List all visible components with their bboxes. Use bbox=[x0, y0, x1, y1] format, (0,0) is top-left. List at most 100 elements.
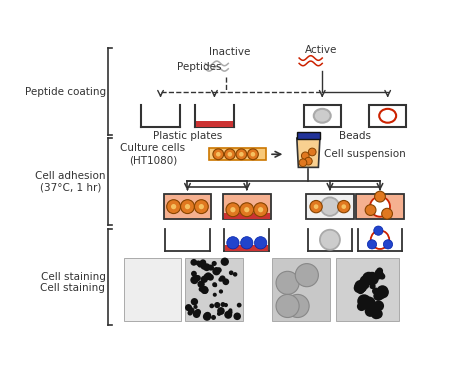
Circle shape bbox=[204, 312, 211, 319]
Circle shape bbox=[220, 258, 229, 266]
Circle shape bbox=[201, 286, 209, 294]
Circle shape bbox=[211, 261, 217, 266]
Circle shape bbox=[244, 207, 249, 212]
Circle shape bbox=[195, 309, 201, 315]
Circle shape bbox=[304, 158, 312, 165]
Ellipse shape bbox=[379, 109, 396, 123]
Circle shape bbox=[360, 276, 371, 286]
Circle shape bbox=[226, 203, 240, 217]
Circle shape bbox=[362, 296, 371, 305]
Circle shape bbox=[379, 273, 385, 280]
Polygon shape bbox=[297, 138, 320, 167]
Circle shape bbox=[374, 291, 383, 301]
Circle shape bbox=[224, 303, 228, 307]
Circle shape bbox=[191, 271, 197, 277]
Circle shape bbox=[354, 280, 367, 293]
Circle shape bbox=[212, 282, 217, 287]
Circle shape bbox=[309, 148, 316, 156]
Circle shape bbox=[337, 201, 350, 213]
Circle shape bbox=[354, 283, 364, 293]
Circle shape bbox=[233, 312, 241, 320]
Circle shape bbox=[220, 302, 226, 307]
Circle shape bbox=[192, 275, 198, 280]
Circle shape bbox=[218, 268, 222, 272]
Circle shape bbox=[217, 312, 221, 316]
Text: Inactive: Inactive bbox=[209, 47, 251, 57]
Circle shape bbox=[365, 306, 376, 317]
Circle shape bbox=[241, 237, 253, 249]
Circle shape bbox=[237, 303, 242, 308]
Circle shape bbox=[227, 237, 239, 249]
Circle shape bbox=[258, 207, 263, 212]
Circle shape bbox=[211, 315, 216, 320]
Circle shape bbox=[374, 226, 383, 235]
Circle shape bbox=[375, 269, 382, 276]
Circle shape bbox=[371, 308, 382, 319]
Circle shape bbox=[240, 203, 254, 217]
Circle shape bbox=[228, 308, 232, 312]
Circle shape bbox=[203, 312, 211, 321]
Circle shape bbox=[225, 149, 235, 160]
Circle shape bbox=[210, 304, 214, 308]
Bar bbox=[272, 258, 330, 321]
Circle shape bbox=[301, 152, 309, 160]
Circle shape bbox=[363, 300, 372, 310]
Circle shape bbox=[194, 200, 208, 213]
Circle shape bbox=[341, 204, 346, 209]
Circle shape bbox=[213, 283, 217, 287]
Circle shape bbox=[362, 297, 376, 310]
Circle shape bbox=[198, 262, 203, 268]
Circle shape bbox=[203, 263, 210, 271]
Circle shape bbox=[219, 289, 223, 294]
Circle shape bbox=[362, 272, 375, 285]
Circle shape bbox=[224, 311, 232, 319]
Circle shape bbox=[382, 208, 392, 219]
Circle shape bbox=[193, 311, 201, 318]
Circle shape bbox=[230, 207, 236, 212]
Circle shape bbox=[236, 149, 247, 160]
Circle shape bbox=[198, 280, 205, 288]
Circle shape bbox=[171, 204, 176, 209]
Circle shape bbox=[191, 298, 198, 305]
Circle shape bbox=[314, 204, 319, 209]
Circle shape bbox=[188, 311, 192, 316]
Text: Culture cells
(HT1080): Culture cells (HT1080) bbox=[120, 144, 185, 165]
Bar bbox=[209, 148, 266, 160]
Text: Active: Active bbox=[304, 45, 337, 55]
Circle shape bbox=[213, 293, 217, 297]
Text: Cell adhesion
(37°C, 1 hr): Cell adhesion (37°C, 1 hr) bbox=[36, 171, 106, 192]
Circle shape bbox=[229, 270, 234, 275]
Bar bbox=[223, 194, 271, 219]
Circle shape bbox=[185, 204, 190, 209]
Bar bbox=[306, 194, 354, 219]
Circle shape bbox=[201, 287, 209, 294]
Circle shape bbox=[376, 285, 389, 297]
Text: Cell staining: Cell staining bbox=[40, 283, 105, 293]
Circle shape bbox=[295, 263, 319, 287]
Ellipse shape bbox=[314, 109, 331, 123]
Circle shape bbox=[212, 267, 220, 275]
Bar bbox=[304, 105, 341, 127]
Circle shape bbox=[228, 152, 232, 156]
Circle shape bbox=[199, 287, 204, 292]
Circle shape bbox=[374, 191, 385, 202]
Bar bbox=[164, 194, 211, 219]
Circle shape bbox=[196, 261, 201, 266]
Text: Beads: Beads bbox=[338, 131, 371, 141]
Circle shape bbox=[233, 272, 237, 277]
Circle shape bbox=[218, 309, 224, 315]
Circle shape bbox=[367, 240, 377, 249]
Circle shape bbox=[369, 283, 375, 289]
Circle shape bbox=[200, 259, 206, 266]
Circle shape bbox=[375, 270, 384, 279]
Circle shape bbox=[254, 203, 267, 217]
Bar bbox=[336, 258, 399, 321]
Bar bbox=[224, 213, 270, 219]
Circle shape bbox=[181, 200, 194, 213]
Circle shape bbox=[213, 149, 224, 160]
Circle shape bbox=[255, 237, 267, 249]
Circle shape bbox=[219, 275, 226, 282]
Circle shape bbox=[195, 275, 201, 281]
Circle shape bbox=[357, 283, 366, 293]
Circle shape bbox=[217, 307, 225, 315]
